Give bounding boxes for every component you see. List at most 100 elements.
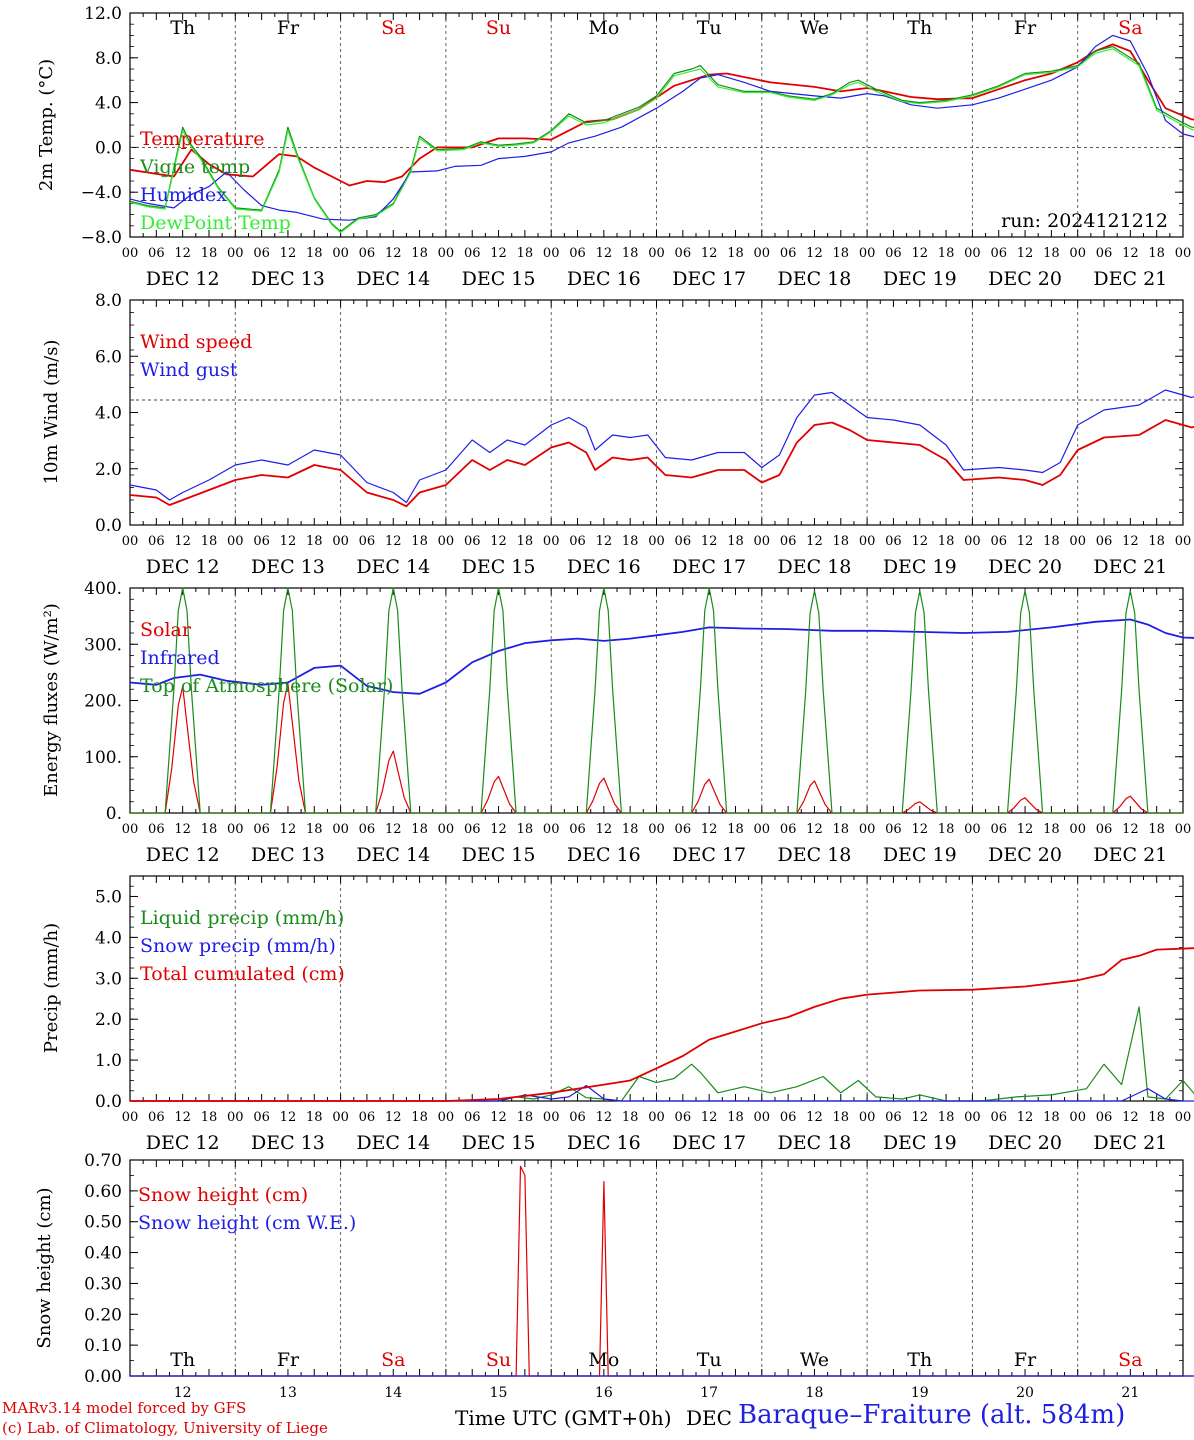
y-tick-label: 0.50 <box>84 1213 122 1233</box>
hour-tick-label: 00 <box>1069 246 1086 261</box>
y-tick-label: 0.40 <box>84 1244 122 1264</box>
hour-tick-label: 00 <box>964 822 981 837</box>
day-number: 18 <box>806 1385 824 1401</box>
hour-tick-label: 12 <box>490 246 507 261</box>
day-name-bottom: Sa <box>1118 1349 1142 1371</box>
hour-tick-label: 18 <box>411 534 428 549</box>
hour-tick-label: 12 <box>1122 534 1139 549</box>
legend-entry: Snow precip (mm/h) <box>140 935 336 957</box>
hour-tick-label: 18 <box>833 246 850 261</box>
y-tick-label: 3.0 <box>95 969 122 989</box>
hour-tick-label: 00 <box>754 822 771 837</box>
hour-tick-label: 12 <box>806 822 823 837</box>
hour-tick-label: 06 <box>148 822 165 837</box>
hour-tick-label: 18 <box>622 822 639 837</box>
date-label: DEC 16 <box>567 1132 641 1154</box>
hour-tick-label: 00 <box>648 246 665 261</box>
legend-entry: Top of Atmosphere (Solar) <box>140 675 393 697</box>
hour-tick-label: 12 <box>174 534 191 549</box>
date-label: DEC 21 <box>1093 1132 1167 1154</box>
hour-tick-label: 12 <box>174 822 191 837</box>
date-label: DEC 16 <box>567 268 641 290</box>
hour-tick-label: 00 <box>332 1110 349 1125</box>
date-label: DEC 20 <box>988 844 1062 866</box>
hour-tick-label: 12 <box>701 822 718 837</box>
day-number: 20 <box>1016 1385 1034 1401</box>
day-name-top: Tu <box>697 17 722 39</box>
hour-tick-label: 06 <box>885 534 902 549</box>
hour-tick-label: 18 <box>833 1110 850 1125</box>
legend-entry: Snow height (cm) <box>138 1184 308 1206</box>
day-number: 21 <box>1121 1385 1139 1401</box>
day-name-top: Sa <box>1118 17 1142 39</box>
hour-tick-label: 12 <box>1017 822 1034 837</box>
y-tick-label: 8.0 <box>95 291 122 311</box>
hour-tick-label: 00 <box>754 1110 771 1125</box>
hour-tick-label: 06 <box>675 1110 692 1125</box>
y-tick-label: 4.0 <box>95 404 122 424</box>
hour-tick-label: 06 <box>780 1110 797 1125</box>
date-label: DEC 17 <box>672 556 746 578</box>
hour-tick-label: 18 <box>938 822 955 837</box>
hour-tick-label: 06 <box>1096 246 1113 261</box>
date-label: DEC 17 <box>672 844 746 866</box>
copyright-credit: (c) Lab. of Climatology, University of L… <box>2 1419 328 1437</box>
day-name-bottom: Su <box>486 1349 511 1371</box>
hour-tick-label: 12 <box>911 1110 928 1125</box>
y-tick-label: 100. <box>84 748 122 768</box>
hour-tick-label: 12 <box>596 246 613 261</box>
run-label: run: 2024121212 <box>1001 210 1168 232</box>
day-number: 17 <box>700 1385 718 1401</box>
hour-tick-label: 18 <box>201 822 218 837</box>
hour-tick-label: 00 <box>122 822 139 837</box>
date-label: DEC 15 <box>462 268 536 290</box>
hour-tick-label: 00 <box>543 534 560 549</box>
hour-tick-label: 06 <box>1096 1110 1113 1125</box>
hour-tick-label: 00 <box>1069 822 1086 837</box>
hour-tick-label: 12 <box>911 534 928 549</box>
hour-tick-label: 18 <box>306 246 323 261</box>
date-label: DEC 12 <box>146 268 220 290</box>
date-label: DEC 20 <box>988 268 1062 290</box>
day-name-bottom: Th <box>170 1349 195 1371</box>
y-tick-label: 0.0 <box>95 516 122 536</box>
hour-tick-label: 06 <box>885 246 902 261</box>
day-name-bottom: Sa <box>381 1349 405 1371</box>
hour-tick-label: 18 <box>306 1110 323 1125</box>
date-label: DEC 19 <box>883 556 957 578</box>
date-label: DEC 14 <box>356 268 430 290</box>
day-name-bottom: Fr <box>277 1349 300 1371</box>
date-label: DEC 12 <box>146 1132 220 1154</box>
hour-tick-label: 00 <box>332 822 349 837</box>
day-number: 14 <box>384 1385 402 1401</box>
series-line-wind-gust <box>129 389 1194 504</box>
y-tick-label: 0.30 <box>84 1274 122 1294</box>
hour-tick-label: 12 <box>280 246 297 261</box>
date-label: DEC 13 <box>251 1132 325 1154</box>
day-name-top: Fr <box>277 17 300 39</box>
hour-tick-label: 18 <box>306 822 323 837</box>
hour-tick-label: 06 <box>464 822 481 837</box>
y-tick-label: 400. <box>84 579 122 599</box>
date-label: DEC 15 <box>462 844 536 866</box>
hour-tick-label: 00 <box>964 534 981 549</box>
hour-tick-label: 12 <box>806 246 823 261</box>
date-label: DEC 19 <box>883 844 957 866</box>
hour-tick-label: 06 <box>780 534 797 549</box>
panel-frame-0 <box>129 12 1184 238</box>
hour-tick-label: 12 <box>280 822 297 837</box>
hour-tick-label: 06 <box>464 1110 481 1125</box>
legend-entry: Wind speed <box>140 331 252 353</box>
y-tick-label: 6.0 <box>95 347 122 367</box>
hour-tick-label: 18 <box>727 822 744 837</box>
day-name-top: Th <box>170 17 195 39</box>
panel-frame-2 <box>129 587 1184 814</box>
hour-tick-label: 06 <box>359 822 376 837</box>
y-axis-label: Snow height (cm) <box>34 1187 55 1348</box>
x-axis-month: DEC <box>686 1406 732 1430</box>
hour-tick-label: 00 <box>1175 1110 1192 1125</box>
hour-tick-label: 18 <box>1043 534 1060 549</box>
date-label: DEC 14 <box>356 556 430 578</box>
y-tick-label: 0.70 <box>84 1151 122 1171</box>
y-tick-label: 0.60 <box>84 1182 122 1202</box>
